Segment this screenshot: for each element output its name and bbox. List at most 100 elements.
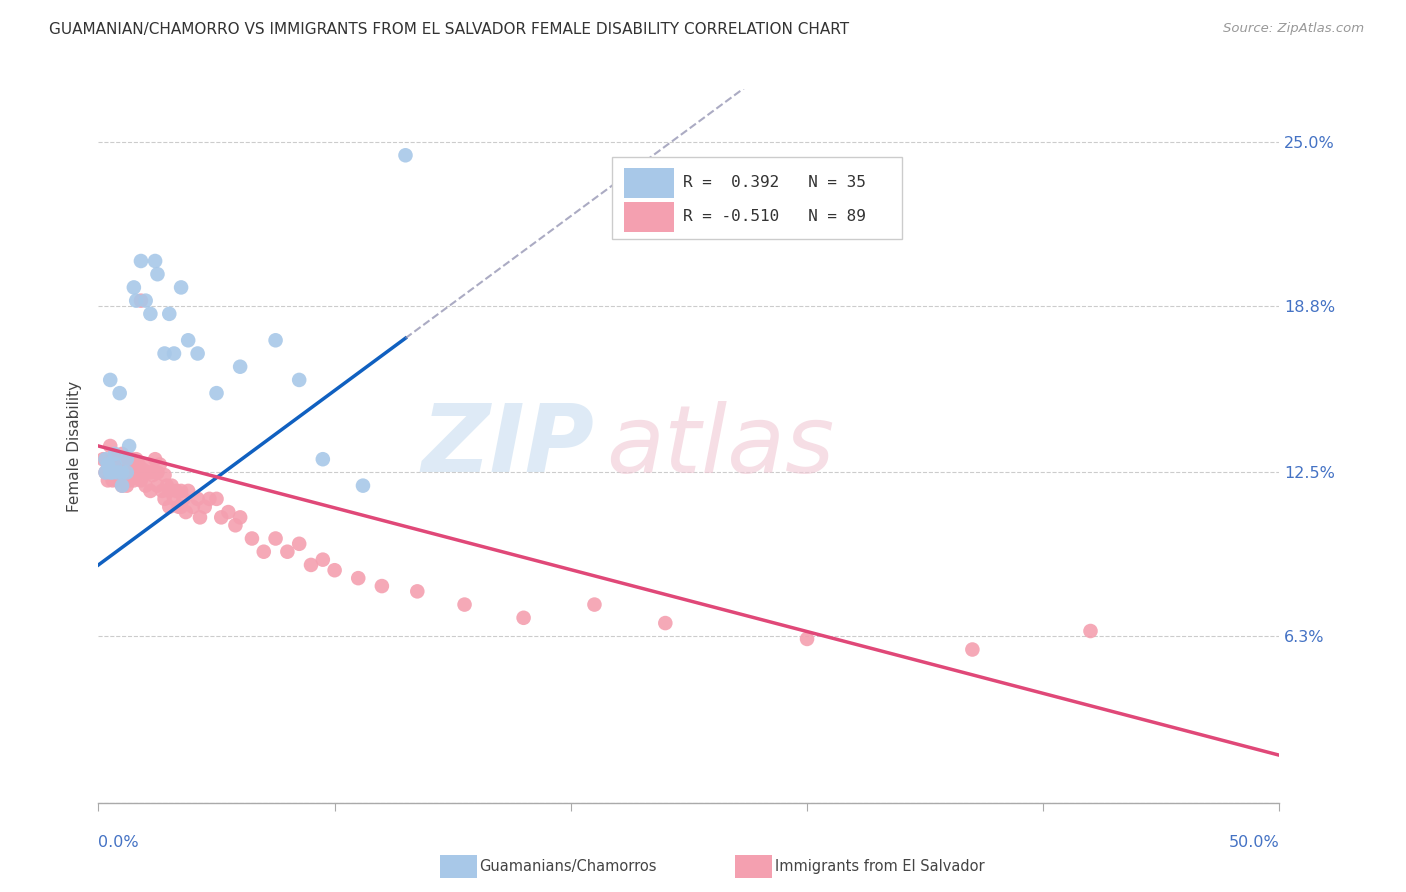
Point bbox=[288, 537, 311, 551]
Point bbox=[264, 532, 287, 546]
Point bbox=[105, 458, 128, 472]
Point bbox=[187, 491, 209, 506]
Point bbox=[209, 510, 232, 524]
Point bbox=[153, 468, 176, 483]
Point bbox=[347, 571, 370, 585]
Point bbox=[371, 579, 394, 593]
Point bbox=[157, 483, 180, 498]
Point bbox=[108, 452, 131, 467]
Point bbox=[105, 474, 128, 488]
FancyBboxPatch shape bbox=[624, 168, 673, 198]
Point bbox=[194, 500, 217, 514]
Point bbox=[1080, 624, 1102, 638]
Point bbox=[104, 452, 127, 467]
Point bbox=[153, 346, 176, 360]
Point bbox=[121, 452, 143, 467]
Text: 0.0%: 0.0% bbox=[98, 836, 139, 850]
Point bbox=[264, 333, 287, 347]
Point bbox=[122, 474, 145, 488]
Point bbox=[143, 254, 166, 268]
Point bbox=[253, 545, 276, 559]
Point bbox=[115, 466, 138, 480]
Point bbox=[115, 478, 138, 492]
Point bbox=[149, 458, 172, 472]
Point bbox=[229, 510, 252, 524]
Point bbox=[142, 468, 165, 483]
Point bbox=[299, 558, 322, 572]
Point bbox=[125, 468, 148, 483]
Point bbox=[512, 611, 534, 625]
Point bbox=[136, 458, 159, 472]
Point bbox=[163, 346, 186, 360]
Point bbox=[276, 545, 298, 559]
Point bbox=[165, 483, 187, 498]
Point bbox=[101, 474, 124, 488]
Point bbox=[129, 254, 152, 268]
Point bbox=[146, 267, 169, 281]
Point bbox=[170, 483, 193, 498]
Point bbox=[312, 552, 335, 566]
Point bbox=[181, 500, 204, 514]
Point bbox=[157, 307, 180, 321]
Text: atlas: atlas bbox=[606, 401, 835, 491]
Point bbox=[143, 452, 166, 467]
Point bbox=[150, 483, 173, 498]
Point bbox=[98, 466, 121, 480]
Point bbox=[122, 458, 145, 472]
Point bbox=[125, 293, 148, 308]
Text: 50.0%: 50.0% bbox=[1229, 836, 1279, 850]
Point bbox=[187, 346, 209, 360]
Point bbox=[352, 478, 374, 492]
Point bbox=[129, 474, 152, 488]
Point bbox=[98, 458, 121, 472]
Point bbox=[153, 491, 176, 506]
Point bbox=[654, 616, 676, 631]
Point bbox=[125, 452, 148, 467]
Point bbox=[167, 500, 190, 514]
Point bbox=[94, 452, 117, 467]
Point bbox=[121, 468, 143, 483]
Point bbox=[105, 466, 128, 480]
Text: R =  0.392   N = 35: R = 0.392 N = 35 bbox=[683, 175, 866, 190]
Point bbox=[97, 474, 120, 488]
Point bbox=[97, 458, 120, 472]
Point bbox=[111, 463, 134, 477]
Point bbox=[101, 452, 124, 467]
Point bbox=[394, 148, 416, 162]
Point bbox=[111, 466, 134, 480]
Point bbox=[94, 466, 117, 480]
Point bbox=[583, 598, 606, 612]
Point bbox=[157, 500, 180, 514]
Point bbox=[205, 491, 228, 506]
Point bbox=[122, 280, 145, 294]
Point bbox=[118, 439, 141, 453]
FancyBboxPatch shape bbox=[612, 157, 901, 239]
Point bbox=[453, 598, 475, 612]
Point bbox=[112, 458, 135, 472]
Point bbox=[312, 452, 335, 467]
Text: R = -0.510   N = 89: R = -0.510 N = 89 bbox=[683, 210, 866, 225]
Point bbox=[98, 439, 121, 453]
Point bbox=[104, 466, 127, 480]
Point bbox=[139, 483, 162, 498]
Point bbox=[224, 518, 246, 533]
Text: GUAMANIAN/CHAMORRO VS IMMIGRANTS FROM EL SALVADOR FEMALE DISABILITY CORRELATION : GUAMANIAN/CHAMORRO VS IMMIGRANTS FROM EL… bbox=[49, 22, 849, 37]
Point bbox=[146, 478, 169, 492]
Y-axis label: Female Disability: Female Disability bbox=[67, 380, 83, 512]
Point bbox=[108, 466, 131, 480]
Point bbox=[118, 452, 141, 467]
Point bbox=[97, 458, 120, 472]
Point bbox=[139, 466, 162, 480]
Point bbox=[129, 293, 152, 308]
Point bbox=[177, 483, 200, 498]
Point bbox=[240, 532, 263, 546]
Point bbox=[115, 452, 138, 467]
Point bbox=[108, 386, 131, 401]
Point bbox=[98, 373, 121, 387]
Point bbox=[188, 510, 211, 524]
Point bbox=[135, 478, 157, 492]
Text: Immigrants from El Salvador: Immigrants from El Salvador bbox=[775, 859, 984, 873]
Point bbox=[135, 466, 157, 480]
Point bbox=[170, 500, 193, 514]
Point bbox=[288, 373, 311, 387]
